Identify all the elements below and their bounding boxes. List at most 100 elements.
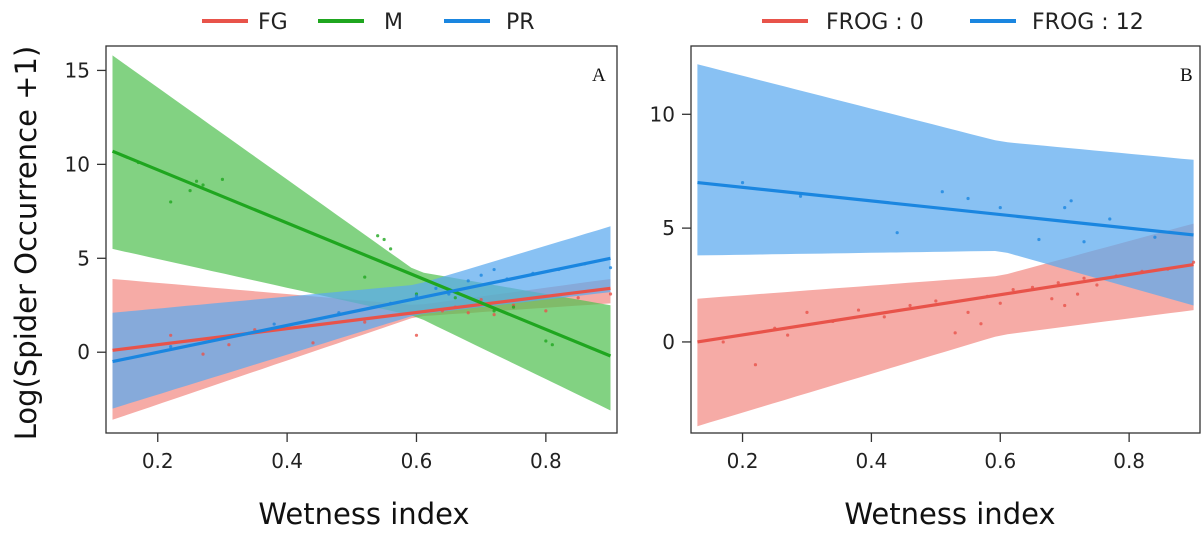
panel-b: 0.2 0.4 0.6 0.8 0 5 10 B Wetness index: [650, 45, 1201, 531]
legend-b-label-frog0: FROG : 0: [826, 10, 924, 35]
panel-b-point-frog12-1: [798, 194, 803, 198]
panel-a-point-m-16: [550, 343, 554, 347]
panel-b-point-frog0-18: [1056, 281, 1060, 285]
panel-b-point-frog0-7: [882, 315, 886, 319]
panel-a-point-fg-15: [608, 292, 613, 296]
panel-a-y-tick-label: 5: [77, 246, 90, 270]
panel-b-point-frog0-6: [856, 308, 861, 312]
panel-b-x-tick-label: 0.4: [855, 449, 887, 473]
panel-a-lines: [111, 149, 612, 364]
panel-b-bands: [697, 64, 1194, 427]
panel-a-label: A: [592, 65, 606, 86]
panel-b-point-frog12-11: [1153, 235, 1157, 239]
panel-a-band-m: [112, 55, 611, 411]
panel-b-point-frog0-17: [1050, 297, 1054, 301]
panel-a-point-pr-5: [414, 294, 419, 298]
panel-b-point-frog12-5: [998, 206, 1002, 210]
panel-a-point-m-15: [544, 339, 548, 343]
panel-b-point-frog12-9: [1082, 240, 1086, 244]
panel-a-point-fg-2: [227, 343, 231, 347]
panel-a-point-m-9: [363, 275, 367, 279]
panel-b-point-frog0-1: [753, 363, 758, 367]
legend-a-label-pr: PR: [506, 10, 535, 35]
panel-a-point-fg-4: [311, 341, 315, 345]
panel-a-point-pr-10: [492, 267, 496, 272]
panel-b-point-frog0-12: [979, 322, 983, 326]
panel-b-point-frog0-21: [1082, 276, 1086, 280]
legend-a-label-m: M: [384, 10, 403, 35]
panel-a-point-pr-9: [479, 273, 483, 277]
panel-b-point-frog0-4: [805, 310, 809, 314]
panel-b-point-frog12-8: [1069, 199, 1073, 203]
panel-a-fit-line-m: [111, 149, 612, 358]
panel-a-point-m-2: [188, 189, 192, 193]
panel-b-point-frog0-20: [1075, 292, 1080, 296]
panel-b-point-frog0-22: [1095, 283, 1099, 287]
panel-a-y-tick-label: 10: [65, 152, 90, 176]
panel-b-point-frog0-9: [934, 299, 938, 303]
panel-a-axes: 0.2 0.4 0.6 0.8 0 5 10 15: [65, 45, 618, 473]
panel-b-point-frog12-0: [740, 180, 745, 185]
panel-a-x-tick-label: 0.6: [401, 449, 433, 473]
panel-b-point-frog12-6: [1037, 237, 1041, 242]
panel-a-point-m-8: [389, 247, 393, 251]
panel-a-point-pr-8: [466, 279, 470, 283]
panel-a-x-tick-label: 0.8: [530, 449, 562, 473]
panel-a-point-fg-9: [466, 311, 470, 315]
panel-b-point-frog0-8: [908, 303, 912, 308]
panel-a-point-fg-14: [576, 296, 580, 300]
panel-a: 0.2 0.4 0.6 0.8 0 5 10 15 A Wetness index: [65, 45, 618, 531]
panel-b-x-tick-label: 0.6: [984, 449, 1016, 473]
panel-a-point-m-14: [511, 305, 516, 309]
legend-a: FG M PR: [202, 10, 535, 35]
panel-a-frame: [105, 45, 618, 434]
panel-a-x-tick-label: 0.4: [271, 449, 303, 473]
panel-a-point-fg-13: [544, 309, 548, 313]
panel-b-x-tick-label: 0.8: [1113, 449, 1145, 473]
panel-a-y-tick-label: 15: [65, 58, 90, 82]
panel-a-point-fg-10: [479, 298, 483, 302]
panel-b-point-frog0-19: [1063, 303, 1067, 308]
panel-b-point-frog12-3: [940, 190, 944, 194]
panel-b-y-tick-label: 5: [662, 216, 675, 240]
panel-b-points: [721, 180, 1196, 367]
panel-a-point-m-1: [169, 200, 173, 204]
panel-a-point-fg-1: [201, 352, 205, 356]
panel-a-bands: [112, 55, 611, 420]
panel-a-point-pr-2: [272, 322, 276, 326]
panel-a-band-pr: [112, 226, 611, 409]
panel-b-fit-line-frog12: [697, 180, 1194, 237]
panel-b-band-frog12: [697, 64, 1194, 306]
panel-a-point-pr-15: [608, 266, 613, 270]
panel-a-x-tick-label: 0.2: [142, 449, 174, 473]
panel-b-band-frog0: [697, 223, 1194, 427]
panel-b-x-axis-title: Wetness index: [844, 497, 1055, 531]
panel-a-point-m-7: [382, 237, 386, 242]
panel-b-label: B: [1180, 65, 1193, 86]
legend-b: FROG : 0 FROG : 12: [762, 10, 1144, 35]
panel-a-point-m-3: [194, 179, 199, 183]
panel-a-point-fg-5: [363, 320, 367, 324]
panel-b-y-tick-label: 0: [662, 330, 675, 354]
panel-a-point-fg-0: [169, 333, 173, 337]
panel-a-point-m-11: [453, 296, 457, 300]
legend-a-label-fg: FG: [258, 10, 288, 35]
panel-b-lines: [697, 180, 1194, 344]
panel-b-point-frog12-4: [966, 196, 970, 201]
panel-a-point-pr-0: [169, 344, 173, 349]
panel-a-point-m-4: [201, 183, 205, 187]
panel-b-point-frog0-10: [953, 331, 957, 335]
panel-b-point-frog12-7: [1063, 206, 1067, 210]
panel-b-point-frog0-3: [786, 333, 790, 337]
panel-a-point-pr-6: [434, 286, 438, 290]
panel-b-point-frog0-14: [998, 301, 1002, 305]
panel-b-y-tick-label: 10: [650, 102, 675, 126]
panel-b-point-frog0-11: [966, 310, 970, 314]
panel-b-frame: [690, 45, 1201, 434]
panel-b-fit-line-frog0: [697, 262, 1194, 344]
legend-b-label-frog12: FROG : 12: [1032, 10, 1144, 35]
y-axis-title: Log(Spider Occurrence +1): [9, 46, 43, 440]
panel-a-point-m-5: [220, 177, 225, 181]
panel-a-point-fg-6: [414, 333, 419, 337]
